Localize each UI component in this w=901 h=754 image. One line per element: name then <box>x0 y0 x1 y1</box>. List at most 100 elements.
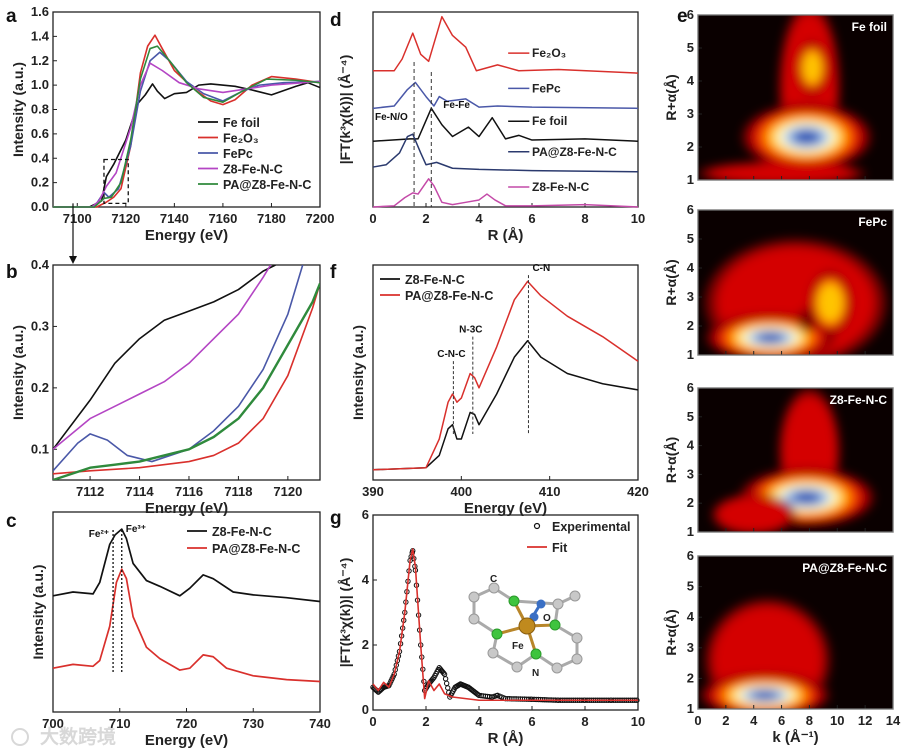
legend-marker <box>533 522 541 530</box>
panel-letter-f: f <box>330 262 337 283</box>
carbon-atom <box>571 632 583 644</box>
x-tick-label: 2 <box>422 714 429 729</box>
x-axis-title: Energy (eV) <box>464 500 547 517</box>
legend-item: PA@Z8-Fe-N-C <box>198 178 311 192</box>
series-line-1 <box>372 81 639 110</box>
x-tick-label: 410 <box>539 484 561 499</box>
series-label: Z8-Fe-N-C <box>532 180 590 194</box>
x-tick-label: 4 <box>750 713 758 728</box>
x-tick-label: 2 <box>722 713 729 728</box>
x-axis-title: R (Å) <box>488 730 524 747</box>
map-frame <box>697 209 894 356</box>
heatmap-hotspot <box>708 163 855 180</box>
x-tick-label: 390 <box>362 484 384 499</box>
legend-item: Experimental <box>533 520 631 534</box>
y-tick-label: 0 <box>362 702 369 717</box>
y-tick-label: 0.0 <box>31 199 49 214</box>
y-tick-label: 3 <box>687 640 694 655</box>
map-label: PA@Z8-Fe-N-C <box>802 561 887 575</box>
legend-label: Fit <box>552 541 568 555</box>
x-tick-label: 7120 <box>111 211 140 226</box>
atom-label-fe: Fe <box>512 641 524 652</box>
fit-line <box>372 548 638 702</box>
x-tick-label: 720 <box>176 716 198 731</box>
iron-atom <box>518 617 536 635</box>
annotation-label: C-N-C <box>437 349 465 360</box>
x-tick-label: 420 <box>627 484 649 499</box>
wavelet-map-2: Z8-Fe-N-C 1 2 3 4 5 6 R+α(Å) <box>663 380 894 539</box>
y-axis-title: |FT(k³χ(k))| (Å⁻⁴) <box>337 55 353 165</box>
x-tick-label: 6 <box>778 713 785 728</box>
carbon-atom <box>569 590 581 602</box>
arrow-head-icon <box>69 256 77 264</box>
x-tick-label: 12 <box>858 713 872 728</box>
data-point <box>443 680 450 687</box>
series-line-4 <box>53 282 320 480</box>
x-axis-title: Energy (eV) <box>145 732 228 749</box>
heatmap-hotspot <box>717 497 791 532</box>
map-label: FePc <box>858 215 887 229</box>
carbon-atom <box>487 647 499 659</box>
y-tick-label: 3 <box>687 289 694 304</box>
x-tick-label: 7160 <box>208 211 237 226</box>
series-line-1 <box>52 568 321 683</box>
chart-b: 7112 7114 7116 7118 7120 0.1 0.2 0.3 0.4 Energy (… <box>10 257 321 517</box>
y-tick-label: 3 <box>687 106 694 121</box>
chart-a: 7100 7120 7140 7160 7180 7200 0.0 0.2 0.4 0.6 0.8 1… <box>10 4 334 264</box>
annotation-label: Fe-N/O <box>375 112 408 123</box>
y-tick-label: 0.3 <box>31 318 49 333</box>
y-tick-label: 4 <box>362 572 370 587</box>
series-line-2 <box>53 265 304 472</box>
panel-letter-a: a <box>6 6 17 27</box>
y-tick-label: 2 <box>362 637 369 652</box>
bond <box>513 599 559 606</box>
x-tick-label: 8 <box>581 211 588 226</box>
plot-frame <box>372 514 639 711</box>
x-tick-label: 7140 <box>160 211 189 226</box>
series-line-4 <box>53 45 321 208</box>
annotation-label: C-N <box>532 263 550 274</box>
x-tick-label: 10 <box>830 713 844 728</box>
y-tick-label: 2 <box>687 318 694 333</box>
y-tick-label: 6 <box>687 548 694 563</box>
legend-label: Z8-Fe-N-C <box>212 525 272 539</box>
x-tick-label: 10 <box>631 211 645 226</box>
x-tick-label: 7112 <box>76 484 104 499</box>
wavelet-map-1: FePc 1 2 3 4 5 6 R+α(Å) <box>663 202 894 362</box>
data-point <box>445 685 451 691</box>
legend-item: Z8-Fe-N-C <box>198 163 283 177</box>
y-axis-title: R+α(Å) <box>663 74 679 120</box>
x-tick-label: 7118 <box>224 484 252 499</box>
series-line-4 <box>372 178 639 208</box>
x-tick-label: 740 <box>309 716 331 731</box>
y-axis-title: Intensity (a.u.) <box>10 62 26 157</box>
y-tick-label: 5 <box>687 579 694 594</box>
y-tick-label: 0.8 <box>31 102 49 117</box>
x-tick-label: 4 <box>475 714 483 729</box>
y-tick-label: 1 <box>687 701 694 716</box>
annotation-label: Fe³⁺ <box>126 524 146 535</box>
map-label: Z8-Fe-N-C <box>830 393 888 407</box>
plot-frame <box>372 11 639 208</box>
atom-label-n: N <box>532 668 539 679</box>
panel-letter-c: c <box>6 511 17 532</box>
annotation-label: N-3C <box>459 325 482 336</box>
legend-label: PA@Z8-Fe-N-C <box>223 178 311 192</box>
carbon-atom <box>551 662 563 674</box>
legend-item: Fe foil <box>198 116 260 130</box>
x-tick-label: 0 <box>369 714 376 729</box>
atom-label-o: O <box>543 613 551 624</box>
oxygen-atom <box>536 599 546 609</box>
x-tick-label: 10 <box>631 714 645 729</box>
series-line-0 <box>53 81 321 208</box>
y-tick-label: 3 <box>687 466 694 481</box>
y-tick-label: 1 <box>687 524 694 539</box>
annotation-label: Fe²⁺ <box>89 529 109 540</box>
series-line-0 <box>53 265 276 450</box>
heatmap-hotspot <box>792 129 821 145</box>
atom-label-c: C <box>490 574 497 585</box>
y-tick-label: 4 <box>687 73 695 88</box>
x-axis-title: k (Å⁻¹) <box>772 729 818 746</box>
